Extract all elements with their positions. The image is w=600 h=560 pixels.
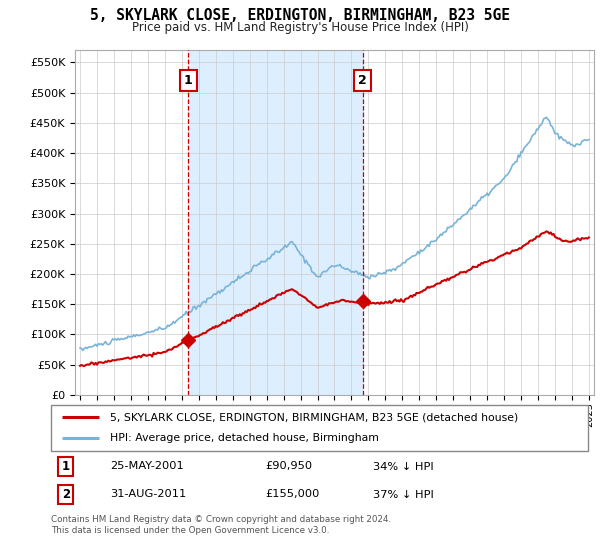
Text: £90,950: £90,950 xyxy=(266,461,313,472)
Text: 25-MAY-2001: 25-MAY-2001 xyxy=(110,461,184,472)
Text: 34% ↓ HPI: 34% ↓ HPI xyxy=(373,461,434,472)
Text: 5, SKYLARK CLOSE, ERDINGTON, BIRMINGHAM, B23 5GE (detached house): 5, SKYLARK CLOSE, ERDINGTON, BIRMINGHAM,… xyxy=(110,412,518,422)
FancyBboxPatch shape xyxy=(51,405,588,451)
Text: 31-AUG-2011: 31-AUG-2011 xyxy=(110,489,187,500)
Text: 37% ↓ HPI: 37% ↓ HPI xyxy=(373,489,434,500)
Text: 1: 1 xyxy=(184,74,193,87)
Text: Price paid vs. HM Land Registry's House Price Index (HPI): Price paid vs. HM Land Registry's House … xyxy=(131,21,469,34)
Text: 5, SKYLARK CLOSE, ERDINGTON, BIRMINGHAM, B23 5GE: 5, SKYLARK CLOSE, ERDINGTON, BIRMINGHAM,… xyxy=(90,8,510,24)
Text: 2: 2 xyxy=(358,74,367,87)
Bar xyxy=(188,50,362,395)
Text: £155,000: £155,000 xyxy=(266,489,320,500)
Text: HPI: Average price, detached house, Birmingham: HPI: Average price, detached house, Birm… xyxy=(110,433,379,444)
Text: 1: 1 xyxy=(62,460,70,473)
Text: Contains HM Land Registry data © Crown copyright and database right 2024.
This d: Contains HM Land Registry data © Crown c… xyxy=(51,515,391,535)
Text: 2: 2 xyxy=(62,488,70,501)
